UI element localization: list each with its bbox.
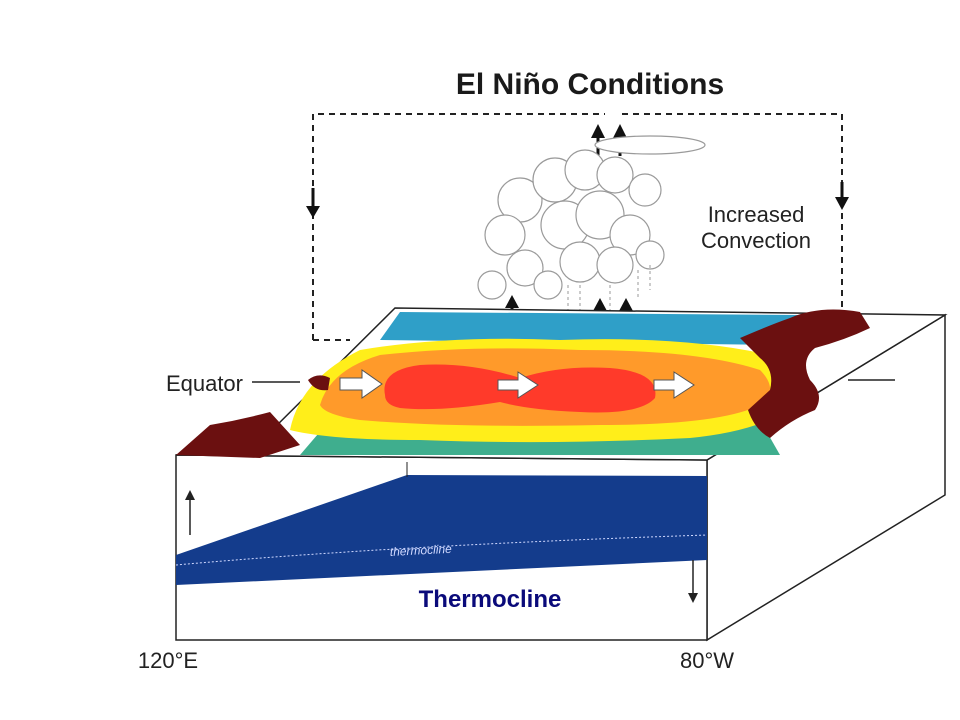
equator-label: Equator — [166, 371, 243, 396]
deep-ocean-layer — [176, 475, 707, 585]
arrow-down-icon — [835, 182, 849, 210]
white-arrow-right-icon — [339, 369, 695, 399]
thermocline-inline-label: thermocline — [389, 542, 452, 559]
west-landmass — [176, 412, 300, 458]
arrow-down-icon — [688, 560, 698, 603]
west-longitude-label: 120°E — [138, 648, 198, 673]
arrow-up-icon — [185, 490, 195, 535]
land-masses — [176, 309, 870, 458]
cloud-icon — [477, 135, 706, 300]
cool-blue-band — [380, 312, 800, 345]
west-island — [308, 375, 330, 391]
convection-label-line2: Convection — [701, 228, 811, 253]
ocean-block: thermocline — [175, 307, 948, 642]
thermocline-label: Thermocline — [419, 586, 562, 613]
east-longitude-label: 80°W — [680, 648, 734, 673]
east-landmass — [740, 309, 870, 438]
sea-surface-temperature — [290, 312, 808, 455]
diagram-title: El Niño Conditions — [456, 68, 724, 101]
convection-label-line1: Increased — [708, 202, 805, 227]
arrow-down-icon — [306, 188, 320, 218]
walker-circulation-loop — [312, 113, 843, 341]
